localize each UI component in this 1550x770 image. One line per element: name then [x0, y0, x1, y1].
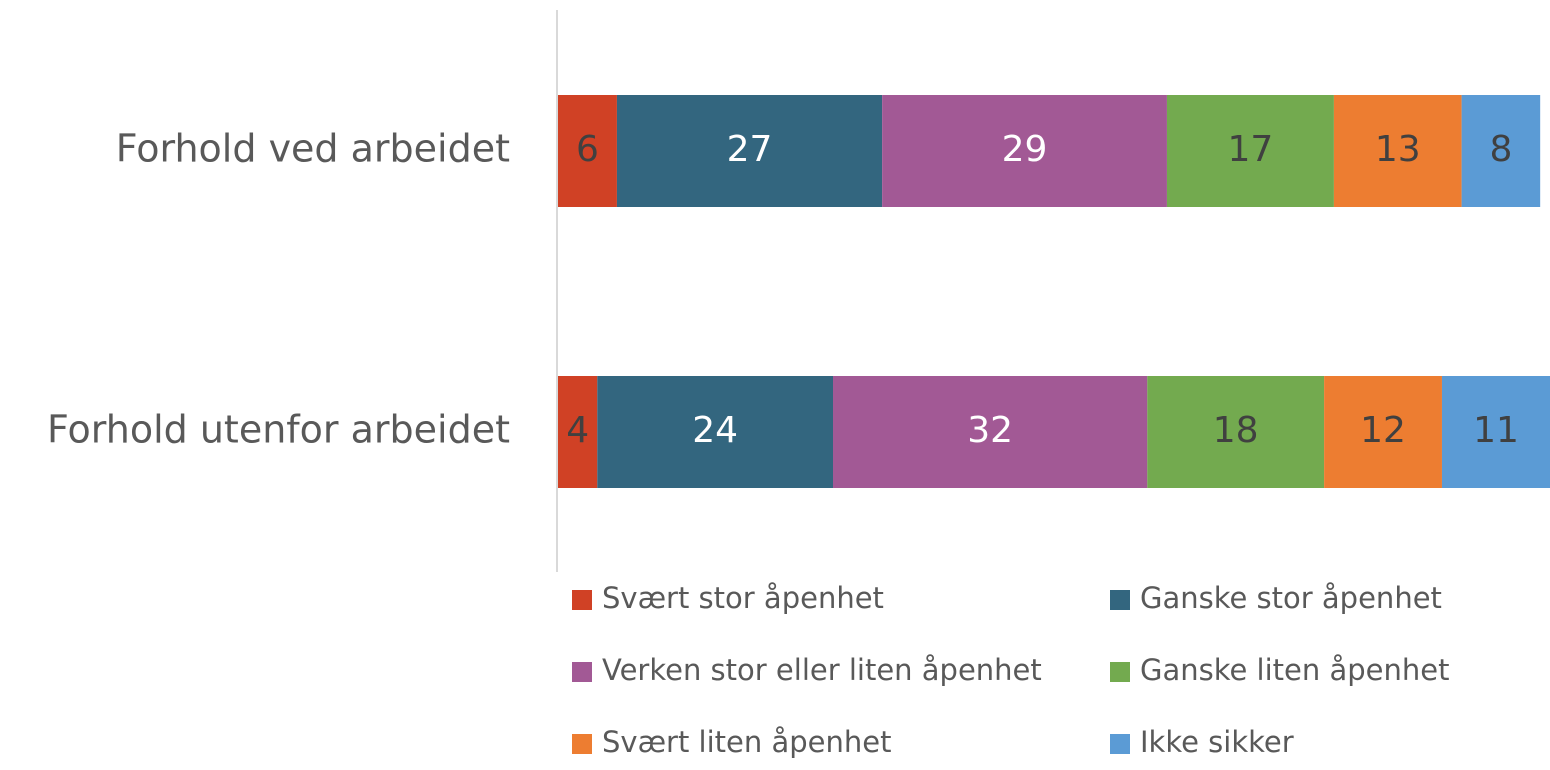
value-label: 8 [1489, 129, 1512, 170]
legend-label: Svært liten åpenhet [602, 725, 891, 759]
legend-label: Svært stor åpenhet [602, 581, 884, 615]
bar-segment [1147, 376, 1325, 488]
legend-label: Verken stor eller liten åpenhet [602, 653, 1042, 687]
bar-segment [558, 376, 598, 488]
bar-segment [558, 95, 617, 207]
legend-label: Ikke sikker [1140, 725, 1294, 759]
value-label: 17 [1228, 129, 1274, 170]
bar-segment [833, 376, 1148, 488]
bar-segment [616, 95, 883, 207]
value-label: 12 [1360, 410, 1406, 451]
category-label: Forhold utenfor arbeidet [47, 408, 510, 452]
legend-label: Ganske stor åpenhet [1140, 581, 1442, 615]
value-label: 32 [967, 410, 1013, 451]
value-label: 18 [1213, 410, 1259, 451]
value-label: 24 [692, 410, 738, 451]
bar-segment [1333, 95, 1462, 207]
value-label: 4 [566, 410, 589, 451]
bar-segment [882, 95, 1167, 207]
bar-segment [1324, 376, 1442, 488]
legend-label: Ganske liten åpenhet [1140, 653, 1449, 687]
value-label: 11 [1473, 410, 1519, 451]
legend-swatch [1110, 734, 1130, 754]
bar-segment [1461, 95, 1541, 207]
bar-segment [1441, 376, 1550, 488]
category-label: Forhold ved arbeidet [116, 127, 510, 171]
legend-swatch [572, 734, 592, 754]
value-label: 27 [727, 129, 773, 170]
value-label: 6 [576, 129, 599, 170]
legend-swatch [572, 590, 592, 610]
bar-segment [597, 376, 834, 488]
legend-swatch [1110, 590, 1130, 610]
bar-segment [1166, 95, 1334, 207]
legend-swatch [572, 662, 592, 682]
value-label: 29 [1002, 129, 1048, 170]
legend-swatch [1110, 662, 1130, 682]
value-label: 13 [1375, 129, 1421, 170]
